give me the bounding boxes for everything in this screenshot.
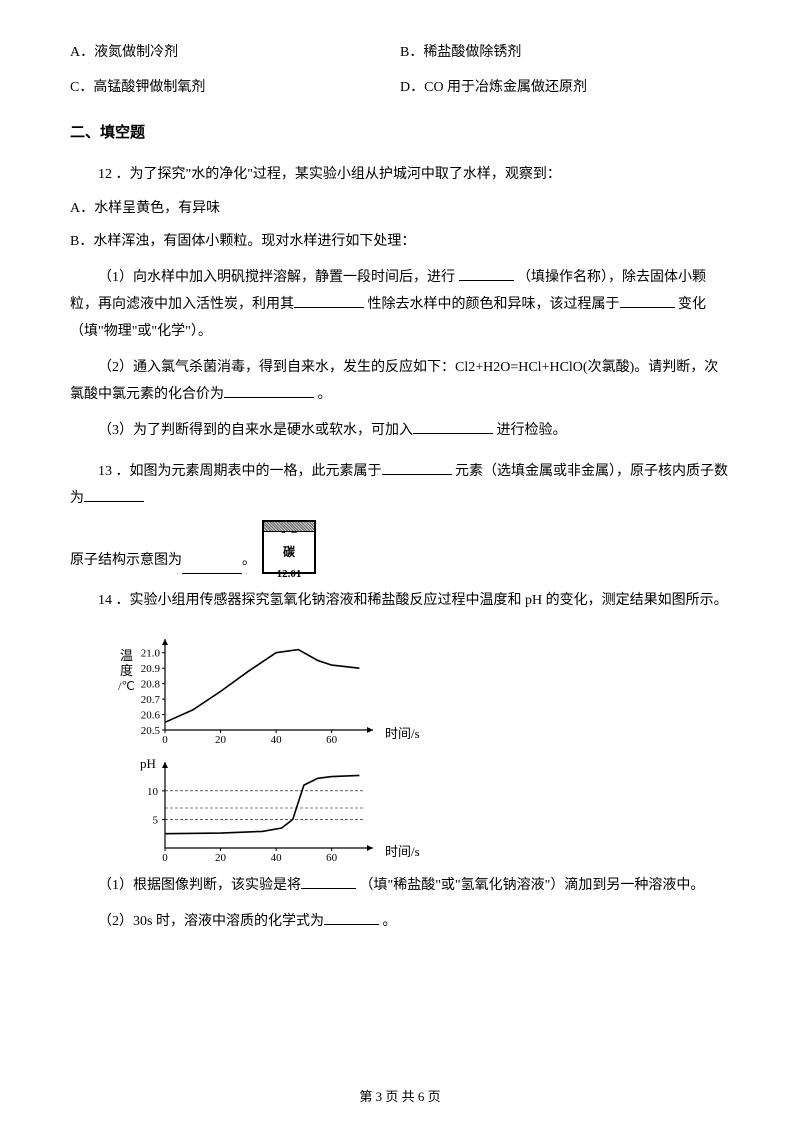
svg-text:温: 温 xyxy=(120,648,133,663)
svg-text:pH: pH xyxy=(140,756,156,771)
svg-text:时间/s: 时间/s xyxy=(385,844,420,859)
ph-chart-svg: 10 5 0 20 40 60 pH 时间/s xyxy=(110,753,420,863)
svg-text:20.7: 20.7 xyxy=(141,694,161,706)
q13-a: 13 ．如图为元素周期表中的一格，此元素属于 xyxy=(98,464,382,479)
blank xyxy=(324,911,379,925)
option-a: A．液氮做制冷剂 xyxy=(70,40,400,67)
q13-d: 。 xyxy=(242,548,256,575)
svg-text:10: 10 xyxy=(147,786,159,798)
svg-text:20.8: 20.8 xyxy=(141,678,161,690)
temp-chart-svg: 21.0 20.9 20.8 20.7 20.6 20.50 20 40 60 温度/℃ 时间/s xyxy=(110,630,420,745)
q12-p3a: （3）为了判断得到的自来水是硬水或软水，可加入 xyxy=(98,423,413,438)
svg-text:20: 20 xyxy=(215,852,227,863)
section-title: 二、填空题 xyxy=(70,119,730,148)
svg-text:5: 5 xyxy=(153,814,159,826)
svg-text:60: 60 xyxy=(326,852,338,863)
blank xyxy=(459,267,514,281)
svg-text:20.9: 20.9 xyxy=(141,663,161,675)
blank xyxy=(301,875,356,889)
box-shade xyxy=(264,522,314,532)
q12-p1c: 性除去水样中的颜色和异味，该过程属于 xyxy=(368,297,620,312)
option-c: C．高锰酸钾做制氧剂 xyxy=(70,75,400,102)
svg-text:20.6: 20.6 xyxy=(141,709,161,721)
q12-p2b: 。 xyxy=(318,387,332,402)
chart-ph: 10 5 0 20 40 60 pH 时间/s xyxy=(110,753,730,863)
q12-p1a: （1）向水样中加入明矾搅拌溶解，静置一段时间后，进行 xyxy=(98,270,459,285)
q13-line1: 13 ．如图为元素周期表中的一格，此元素属于 元素（选填金属或非金属），原子核内… xyxy=(70,459,730,512)
q14-p2a: （2）30s 时，溶液中溶质的化学式为 xyxy=(98,914,324,929)
q12-p2a: （2）通入氯气杀菌消毒，得到自来水，发生的反应如下：Cl2+H2O=HCl+HC… xyxy=(70,360,718,402)
q12-obs-a: A．水样呈黄色，有异味 xyxy=(70,196,730,223)
q12-p3: （3）为了判断得到的自来水是硬水或软水，可加入 进行检验。 xyxy=(70,418,730,445)
blank xyxy=(382,461,452,475)
blank xyxy=(294,294,364,308)
svg-text:度: 度 xyxy=(120,663,133,678)
element-name: 碳 xyxy=(283,541,295,564)
q13-line2: 原子结构示意图为 。 6 C 碳 12.01 xyxy=(70,520,730,574)
q12-obs-b: B．水样浑浊，有固体小颗粒。现对水样进行如下处理： xyxy=(70,229,730,256)
chart-temperature: 21.0 20.9 20.8 20.7 20.6 20.50 20 40 60 温度/℃ 时间/s xyxy=(110,630,730,745)
q13-c: 原子结构示意图为 xyxy=(70,548,182,575)
svg-text:40: 40 xyxy=(271,734,283,745)
q14-p1a: （1）根据图像判断，该实验是将 xyxy=(98,878,301,893)
q12-stem: 12 ．为了探究"水的净化"过程，某实验小组从护城河中取了水样，观察到： xyxy=(70,162,730,189)
q12-p2: （2）通入氯气杀菌消毒，得到自来水，发生的反应如下：Cl2+H2O=HCl+HC… xyxy=(70,355,730,408)
periodic-element-box: 6 C 碳 12.01 xyxy=(262,520,316,574)
option-d: D．CO 用于冶炼金属做还原剂 xyxy=(400,75,730,102)
q14-p1b: （填"稀盐酸"或"氢氧化钠溶液"）滴加到另一种溶液中。 xyxy=(360,878,705,893)
q12-p1: （1）向水样中加入明矾搅拌溶解，静置一段时间后，进行 （填操作名称），除去固体小… xyxy=(70,265,730,345)
q14-stem: 14 ．实验小组用传感器探究氢氧化钠溶液和稀盐酸反应过程中温度和 pH 的变化，… xyxy=(70,588,730,615)
svg-text:20.5: 20.5 xyxy=(141,725,161,737)
q12-p3b: 进行检验。 xyxy=(497,423,567,438)
blank xyxy=(224,384,314,398)
svg-text:20: 20 xyxy=(215,734,227,745)
svg-text:21.0: 21.0 xyxy=(141,648,161,660)
q14-p1: （1）根据图像判断，该实验是将 （填"稀盐酸"或"氢氧化钠溶液"）滴加到另一种溶… xyxy=(70,873,730,900)
svg-text:60: 60 xyxy=(326,734,338,745)
options-row-1: A．液氮做制冷剂 B．稀盐酸做除锈剂 xyxy=(70,40,730,67)
page-footer: 第 3 页 共 6 页 xyxy=(0,1085,800,1110)
options-row-2: C．高锰酸钾做制氧剂 D．CO 用于冶炼金属做还原剂 xyxy=(70,75,730,102)
svg-text:0: 0 xyxy=(162,734,168,745)
option-b: B．稀盐酸做除锈剂 xyxy=(400,40,730,67)
svg-text:40: 40 xyxy=(271,852,283,863)
q14-p2: （2）30s 时，溶液中溶质的化学式为 。 xyxy=(70,909,730,936)
q14-p2b: 。 xyxy=(382,914,396,929)
svg-text:0: 0 xyxy=(162,852,168,863)
element-mass: 12.01 xyxy=(277,564,302,585)
svg-text:/℃: /℃ xyxy=(118,679,135,693)
svg-text:时间/s: 时间/s xyxy=(385,726,420,741)
blank xyxy=(182,560,242,574)
blank xyxy=(413,420,493,434)
blank xyxy=(84,488,144,502)
blank xyxy=(620,294,675,308)
